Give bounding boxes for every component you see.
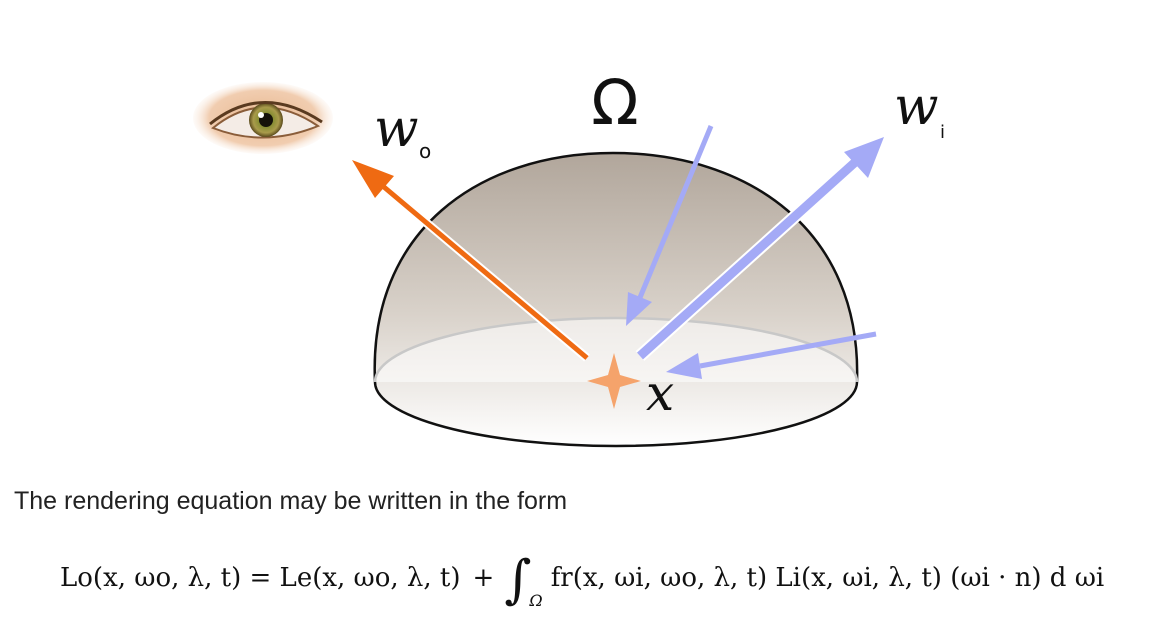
equation-lhs: Lo(x, ωo, λ, t) = Le(x, ωo, λ, t) <box>60 563 461 593</box>
rendering-equation: Lo(x, ωo, λ, t) = Le(x, ωo, λ, t) + ∫ Ω … <box>60 548 1105 610</box>
eye-icon <box>193 82 333 154</box>
outgoing-ray <box>352 160 590 362</box>
integral-domain: Ω <box>529 590 543 610</box>
equation-plus: + <box>472 563 495 593</box>
incoming-direction-subscript: i <box>940 122 945 143</box>
incoming-direction-label: w <box>894 77 939 137</box>
caption: The rendering equation may be written in… <box>14 487 568 515</box>
incoming-ray-main <box>635 137 884 361</box>
star-icon <box>587 353 641 409</box>
hemisphere-label: Ω <box>591 66 638 139</box>
point-label: x <box>646 364 674 422</box>
hemisphere <box>373 151 859 448</box>
integral-sign: ∫ <box>504 550 532 610</box>
rendering-diagram: Ω w o w i x <box>193 66 945 448</box>
incoming-ray-side <box>666 331 877 379</box>
incoming-ray-top <box>626 125 714 326</box>
equation-integrand: fr(x, ωi, ωo, λ, t) Li(x, ωi, λ, t) (ωi … <box>550 563 1105 593</box>
outgoing-direction-subscript: o <box>419 139 431 163</box>
outgoing-direction-label: w <box>374 99 419 159</box>
